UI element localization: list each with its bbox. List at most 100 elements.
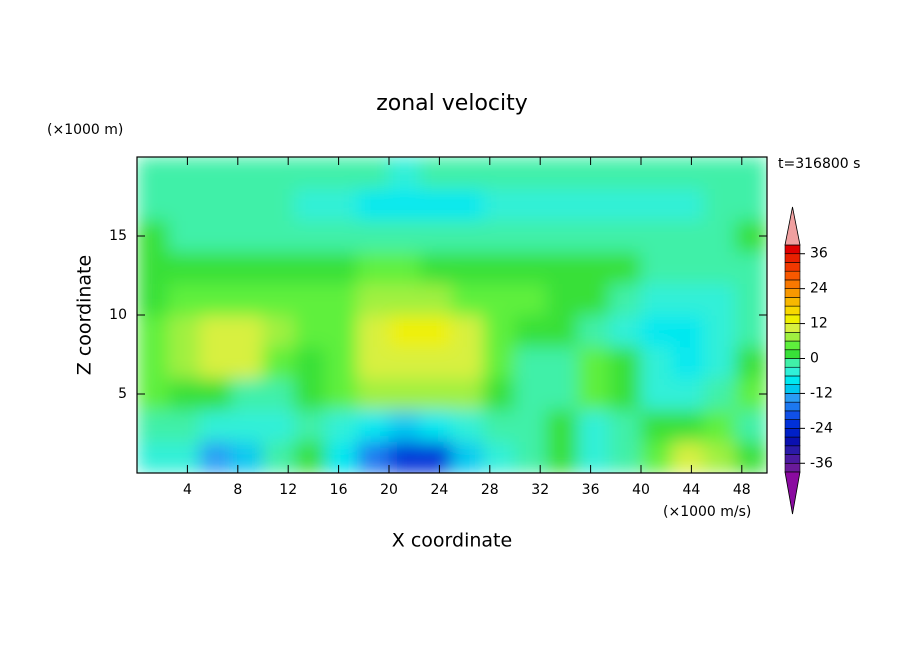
cell [640, 282, 673, 316]
cell [325, 188, 358, 221]
cell [672, 314, 705, 348]
cell [231, 219, 264, 253]
cell [546, 346, 579, 379]
y-tick-label: 15 [109, 228, 127, 244]
cell [672, 219, 705, 253]
colorbar-tick-label: -36 [810, 455, 833, 471]
cell [703, 377, 736, 411]
cell [703, 282, 736, 316]
cell [137, 251, 169, 284]
colorbar-bin [784, 314, 801, 324]
cell [294, 282, 327, 316]
cell [199, 157, 232, 190]
cell [137, 314, 169, 348]
cell [483, 346, 516, 379]
colorbar-bin [784, 340, 801, 351]
cell [703, 157, 736, 190]
colorbar-tick-label: -12 [810, 385, 833, 401]
cell [609, 314, 642, 348]
colorbar-bin [784, 462, 801, 473]
cell [514, 157, 547, 190]
cell [168, 188, 201, 221]
cell [451, 157, 484, 190]
cell [640, 409, 673, 442]
cell [735, 440, 767, 473]
colorbar-bin [784, 349, 801, 359]
cell [451, 282, 484, 316]
y-tick-label: 5 [118, 386, 127, 402]
cell [294, 188, 327, 221]
x-tick-label: 28 [481, 482, 499, 498]
cell [640, 346, 673, 379]
cell [294, 440, 327, 473]
cell [388, 157, 421, 190]
cell [672, 157, 705, 190]
cell [231, 251, 264, 284]
cell [483, 157, 516, 190]
cell [137, 409, 169, 442]
cell [420, 251, 453, 284]
cell [640, 188, 673, 221]
cell [514, 219, 547, 253]
cell [609, 346, 642, 379]
cell [294, 346, 327, 379]
cell [168, 346, 201, 379]
cell [420, 157, 453, 190]
cell [420, 188, 453, 221]
cell [609, 282, 642, 316]
cell [262, 314, 295, 348]
cell [514, 377, 547, 411]
colorbar-over [784, 206, 801, 246]
cell [672, 377, 705, 411]
cell [735, 346, 767, 379]
cell [640, 314, 673, 348]
cell [294, 157, 327, 190]
cell [325, 251, 358, 284]
cell [137, 157, 169, 190]
cell [168, 314, 201, 348]
colorbar-bin [784, 401, 801, 412]
cell [546, 282, 579, 316]
cell [703, 251, 736, 284]
cell [388, 409, 421, 442]
cell [388, 440, 421, 473]
x-tick-label: 44 [682, 482, 700, 498]
cell [294, 219, 327, 253]
cell [262, 251, 295, 284]
cell [451, 251, 484, 284]
colorbar-bin [784, 393, 801, 403]
colorbar-bin [784, 288, 801, 298]
colorbar-bin [784, 279, 801, 289]
cell [546, 314, 579, 348]
cell [357, 377, 390, 411]
cell [640, 440, 673, 473]
cell [388, 282, 421, 316]
colorbar-bin [784, 323, 801, 333]
cell [609, 219, 642, 253]
cell [514, 188, 547, 221]
cell [199, 440, 232, 473]
cell [451, 314, 484, 348]
cell [546, 409, 579, 442]
cell [420, 377, 453, 411]
cell [231, 409, 264, 442]
cell [357, 219, 390, 253]
cell [451, 440, 484, 473]
colorbar-tick-label: 0 [810, 351, 819, 367]
cell [231, 377, 264, 411]
cell [262, 157, 295, 190]
cell [294, 314, 327, 348]
colorbar-bin [784, 454, 801, 464]
cell [262, 188, 295, 221]
cell [262, 282, 295, 316]
cell [735, 282, 767, 316]
cell [262, 219, 295, 253]
colorbar-bin [784, 253, 801, 263]
cell [546, 377, 579, 411]
cell [137, 346, 169, 379]
cell [514, 314, 547, 348]
cell [199, 377, 232, 411]
cell [609, 409, 642, 442]
annotation: t=316800 s [778, 156, 860, 172]
